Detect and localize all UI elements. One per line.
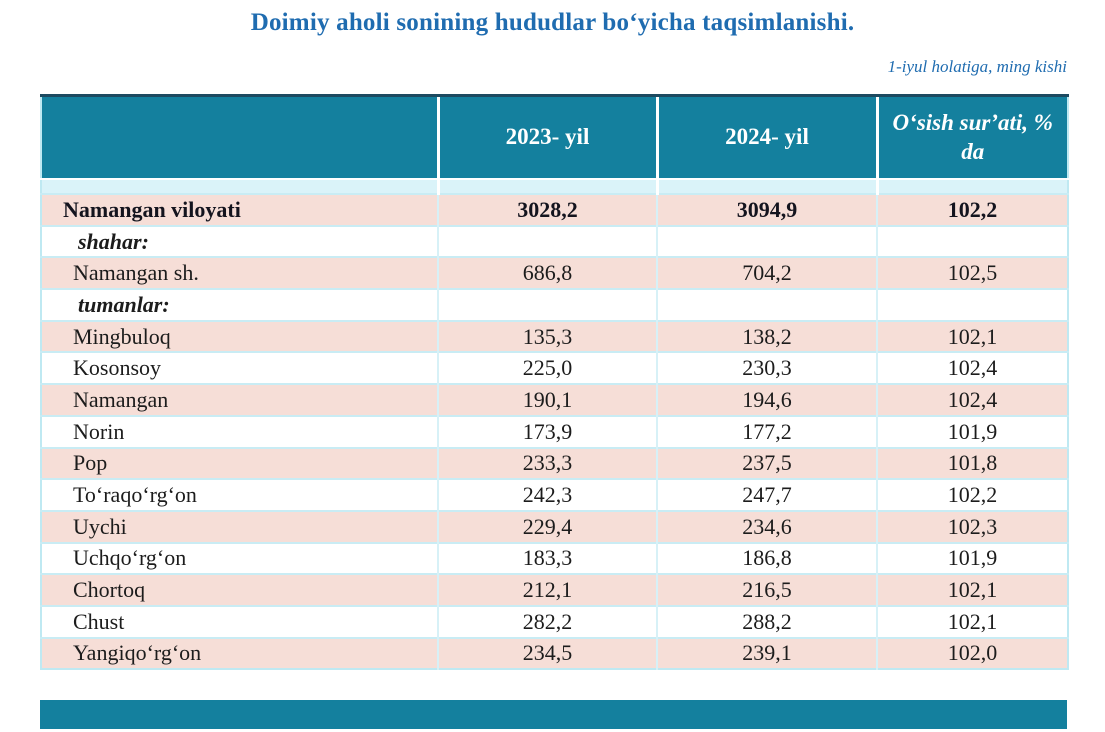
table-row: Mingbuloq 135,3 138,2 102,1 bbox=[41, 319, 1068, 353]
value-2024: 3094,9 bbox=[656, 193, 877, 226]
value-2023: 3028,2 bbox=[437, 193, 657, 226]
population-table: 2023- yil 2024- yil Oʻsish surʼati, % da… bbox=[40, 94, 1069, 671]
page-title: Doimiy aholi sonining hududlar boʻyicha … bbox=[250, 9, 855, 36]
table-row: Chortoq 212,1 216,5 102,1 bbox=[41, 573, 1068, 606]
value-2023: 282,2 bbox=[437, 604, 657, 638]
row-name: Toʻraqoʻrgʻon bbox=[41, 478, 438, 511]
table-row: Kosonsoy 225,0 230,3 102,4 bbox=[41, 351, 1068, 385]
value-2023: 183,3 bbox=[437, 541, 657, 575]
value-2024: 247,7 bbox=[656, 478, 877, 511]
value-2024: 234,6 bbox=[656, 509, 877, 543]
growth-value: 102,0 bbox=[876, 636, 1068, 670]
table-row: Toʻraqoʻrgʻon 242,3 247,7 102,2 bbox=[41, 478, 1068, 511]
table-row: Namangan 190,1 194,6 102,4 bbox=[41, 383, 1068, 416]
subtitle-note: 1-iyul holatiga, ming kishi bbox=[887, 57, 1067, 76]
value-2023: 242,3 bbox=[437, 478, 657, 511]
row-name: Yangiqoʻrgʻon bbox=[41, 636, 438, 670]
growth-value bbox=[876, 224, 1068, 258]
value-2023: 190,1 bbox=[437, 383, 657, 416]
value-2023: 234,5 bbox=[437, 636, 657, 670]
spacer-row bbox=[41, 178, 1068, 194]
value-2023: 229,4 bbox=[437, 509, 657, 543]
value-2023: 173,9 bbox=[437, 414, 657, 448]
table-row: Chust 282,2 288,2 102,1 bbox=[41, 604, 1068, 638]
value-2024: 138,2 bbox=[656, 319, 877, 353]
table-row-category: shahar: bbox=[41, 224, 1068, 258]
growth-value: 102,4 bbox=[876, 351, 1068, 385]
document-page: Doimiy aholi sonining hududlar boʻyicha … bbox=[0, 9, 1105, 732]
corner-cell bbox=[41, 94, 438, 179]
growth-value: 101,8 bbox=[876, 446, 1068, 480]
value-2024 bbox=[656, 224, 877, 258]
value-2023 bbox=[437, 224, 657, 258]
value-2024: 186,8 bbox=[656, 541, 877, 575]
value-2023: 212,1 bbox=[437, 573, 657, 606]
table-row-region: Namangan viloyati 3028,2 3094,9 102,2 bbox=[41, 193, 1068, 226]
row-name: Pop bbox=[41, 446, 438, 480]
growth-value: 102,2 bbox=[876, 478, 1068, 511]
row-name: shahar: bbox=[41, 224, 438, 258]
value-2023 bbox=[437, 288, 657, 321]
value-2023: 233,3 bbox=[437, 446, 657, 480]
value-2024: 177,2 bbox=[656, 414, 877, 448]
value-2024: 216,5 bbox=[656, 573, 877, 606]
row-name: Chust bbox=[41, 604, 438, 638]
table-row-category: tumanlar: bbox=[41, 288, 1068, 321]
growth-value: 101,9 bbox=[876, 414, 1068, 448]
growth-value: 101,9 bbox=[876, 541, 1068, 575]
growth-value: 102,1 bbox=[876, 319, 1068, 353]
value-2024 bbox=[656, 288, 877, 321]
value-2024: 194,6 bbox=[656, 383, 877, 416]
row-name: Namangan bbox=[41, 383, 438, 416]
value-2024: 230,3 bbox=[656, 351, 877, 385]
row-name: Namangan sh. bbox=[41, 256, 438, 290]
value-2023: 225,0 bbox=[437, 351, 657, 385]
row-name: Uychi bbox=[41, 509, 438, 543]
col-header-2023: 2023- yil bbox=[436, 94, 657, 179]
value-2024: 239,1 bbox=[656, 636, 877, 670]
row-name: Chortoq bbox=[41, 573, 438, 606]
table-row: Norin 173,9 177,2 101,9 bbox=[41, 414, 1068, 448]
growth-value: 102,1 bbox=[876, 604, 1068, 638]
growth-value: 102,2 bbox=[876, 193, 1068, 226]
value-2024: 704,2 bbox=[656, 256, 877, 290]
row-name: Kosonsoy bbox=[41, 351, 438, 385]
growth-value: 102,1 bbox=[876, 573, 1068, 606]
growth-value: 102,4 bbox=[876, 383, 1068, 416]
row-name: tumanlar: bbox=[41, 288, 438, 321]
growth-value bbox=[876, 288, 1068, 321]
col-header-growth: Oʻsish surʼati, % da bbox=[875, 94, 1068, 179]
growth-value: 102,5 bbox=[876, 256, 1068, 290]
table-row: Uchqoʻrgʻon 183,3 186,8 101,9 bbox=[41, 541, 1068, 575]
header-row: 2023- yil 2024- yil Oʻsish surʼati, % da bbox=[41, 94, 1068, 179]
col-header-2024: 2024- yil bbox=[655, 94, 877, 179]
value-2024: 288,2 bbox=[656, 604, 877, 638]
row-name: Mingbuloq bbox=[41, 319, 438, 353]
table-row: Pop 233,3 237,5 101,8 bbox=[41, 446, 1068, 480]
row-name: Uchqoʻrgʻon bbox=[41, 541, 438, 575]
row-name: Namangan viloyati bbox=[41, 193, 438, 226]
value-2023: 686,8 bbox=[437, 256, 657, 290]
value-2024: 237,5 bbox=[656, 446, 877, 480]
table-row: Uychi 229,4 234,6 102,3 bbox=[41, 509, 1068, 543]
footer-decoration-bar bbox=[40, 700, 1067, 730]
growth-value: 102,3 bbox=[876, 509, 1068, 543]
table-row: Yangiqoʻrgʻon 234,5 239,1 102,0 bbox=[41, 636, 1068, 670]
table-row: Namangan sh. 686,8 704,2 102,5 bbox=[41, 256, 1068, 290]
value-2023: 135,3 bbox=[437, 319, 657, 353]
row-name: Norin bbox=[41, 414, 438, 448]
